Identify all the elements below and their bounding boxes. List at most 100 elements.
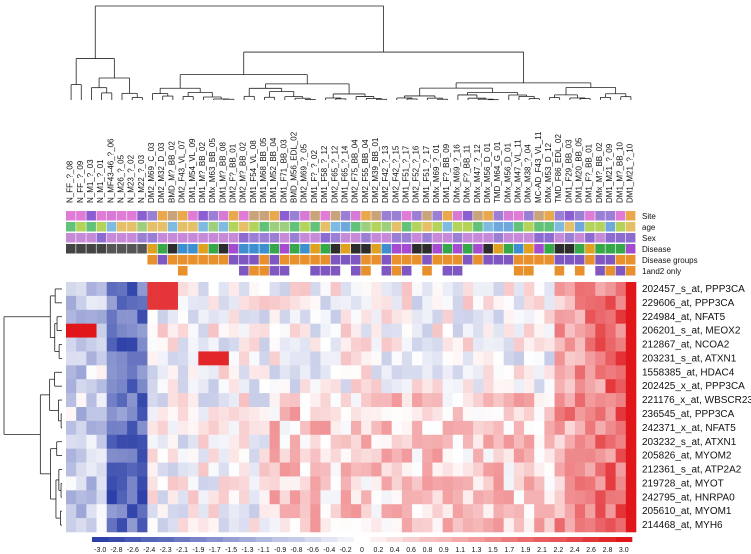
color-scale-tick-label: -1.5 xyxy=(225,547,237,554)
heatmap-cell xyxy=(269,420,281,436)
heatmap-cell xyxy=(524,434,535,449)
heatmap-cell xyxy=(208,518,219,533)
annotation-cell xyxy=(106,211,117,221)
heatmap-cell xyxy=(493,518,504,533)
annotation-cell xyxy=(66,222,76,232)
annotation-cell xyxy=(625,244,636,254)
annotation-cell xyxy=(381,233,392,243)
heatmap-cell xyxy=(513,379,525,394)
annotation-cell xyxy=(137,222,147,232)
heatmap-cell xyxy=(595,309,606,324)
annotation-cell xyxy=(503,244,514,254)
heatmap-cell xyxy=(493,407,504,422)
annotation-cell xyxy=(300,211,310,221)
color-scale-tick-label: -1.1 xyxy=(258,547,270,554)
heatmap-cell xyxy=(66,379,77,394)
heatmap-cell xyxy=(249,476,260,491)
heatmap-cell xyxy=(259,323,270,338)
color-scale-tick-label: 1.1 xyxy=(455,547,465,554)
heatmap-cell xyxy=(177,295,189,311)
heatmap-cell xyxy=(239,476,250,491)
heatmap-cell xyxy=(330,407,342,422)
heatmap-cell xyxy=(544,393,555,408)
heatmap-cell xyxy=(534,448,545,463)
heatmap-cell xyxy=(564,282,576,297)
heatmap-cell xyxy=(432,490,443,505)
heatmap-cell xyxy=(534,490,545,505)
annotation-cell xyxy=(452,244,463,254)
heatmap-cell xyxy=(127,379,138,394)
heatmap-cell xyxy=(239,462,250,477)
heatmap-cell xyxy=(605,420,616,436)
heatmap-cell xyxy=(66,448,77,463)
annotation-cell xyxy=(300,244,310,254)
heatmap-cell xyxy=(412,365,423,380)
heatmap-cell xyxy=(574,518,586,533)
heatmap-cell xyxy=(340,490,352,505)
annotation-cell xyxy=(310,233,320,243)
heatmap-cell xyxy=(116,407,128,422)
heatmap-cell xyxy=(391,393,403,408)
heatmap-cell xyxy=(269,448,281,463)
annotation-cell xyxy=(503,255,514,265)
annotation-cell xyxy=(310,255,320,265)
heatmap-cell xyxy=(340,434,352,449)
annotation-cell xyxy=(432,233,443,243)
annotation-cell xyxy=(289,233,300,243)
heatmap-cell xyxy=(452,393,464,408)
annotation-cell xyxy=(208,222,219,232)
heatmap-cell xyxy=(371,337,382,352)
heatmap-cell xyxy=(391,407,403,422)
gene-label: 205826_at, MYOM2 xyxy=(642,451,732,462)
annotation-cell xyxy=(269,211,280,221)
gene-label: 242795_at, HNRPA0 xyxy=(642,492,735,503)
heatmap-cell xyxy=(279,518,291,533)
heatmap-cell xyxy=(218,337,230,352)
heatmap-cell xyxy=(340,476,352,491)
heatmap-cell xyxy=(320,462,331,477)
heatmap-cell xyxy=(310,365,321,380)
sample-label: DM2_M39_BB_01 xyxy=(371,137,380,203)
heatmap-cell xyxy=(351,365,362,380)
heatmap-cell xyxy=(106,420,118,436)
heatmap-cell xyxy=(462,351,474,366)
heatmap-cell xyxy=(279,337,291,352)
heatmap-cell xyxy=(177,337,189,352)
annotation-cell xyxy=(66,244,76,254)
heatmap-cell xyxy=(625,393,637,408)
heatmap-cell xyxy=(137,476,148,491)
annotation-cell xyxy=(137,244,147,254)
heatmap-cell xyxy=(432,462,443,477)
heatmap-cell xyxy=(106,309,118,324)
heatmap-cell xyxy=(401,407,413,422)
heatmap-cell xyxy=(401,323,413,338)
heatmap-cell xyxy=(208,337,219,352)
heatmap-cell xyxy=(76,407,87,422)
heatmap-cell xyxy=(503,351,515,366)
heatmap-cell xyxy=(361,448,372,463)
heatmap-cell xyxy=(218,351,230,366)
annotation-cell xyxy=(554,211,565,221)
heatmap-cell xyxy=(351,434,362,449)
annotation-cell xyxy=(564,244,575,254)
heatmap-cell xyxy=(127,282,138,297)
annotation-cell xyxy=(605,255,616,265)
heatmap-cell xyxy=(147,420,158,436)
heatmap-cell xyxy=(279,434,291,449)
annotation-cell xyxy=(574,211,585,221)
annotation-cell xyxy=(493,211,504,221)
annotation-cell xyxy=(473,211,483,221)
sample-label: DM2_F65_?_12 xyxy=(330,145,339,203)
annotation-cell xyxy=(452,211,463,221)
heatmap-cell xyxy=(554,379,566,394)
heatmap-cell xyxy=(269,365,281,380)
annotation-cell xyxy=(534,244,544,254)
heatmap-cell xyxy=(157,282,169,297)
heatmap-cell xyxy=(86,351,97,366)
heatmap-cell xyxy=(310,518,321,533)
heatmap-cell xyxy=(76,434,87,449)
heatmap-cell xyxy=(544,365,555,380)
heatmap-cell xyxy=(137,448,148,463)
heatmap-cell xyxy=(259,420,270,436)
heatmap-cell xyxy=(401,490,413,505)
